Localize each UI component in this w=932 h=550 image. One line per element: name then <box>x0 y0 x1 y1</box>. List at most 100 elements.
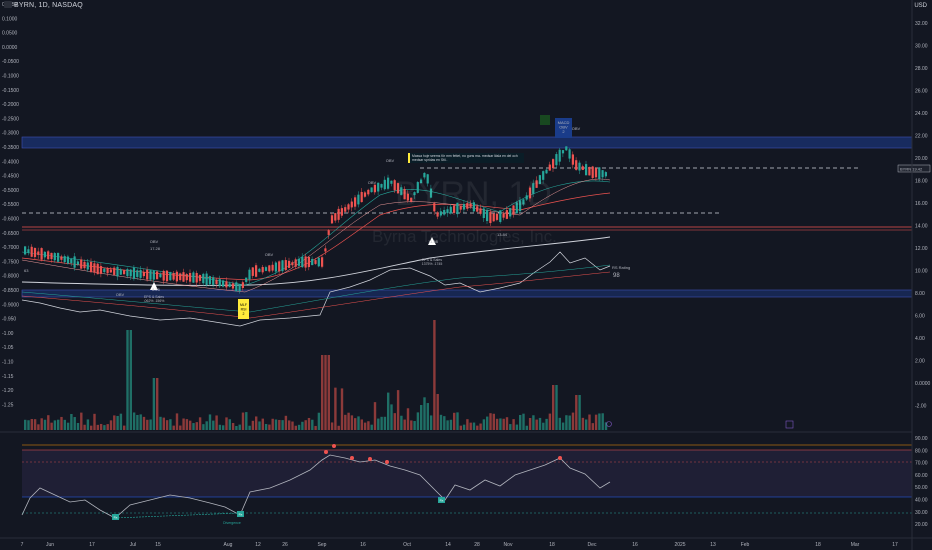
candle-body <box>182 272 185 282</box>
candle-body <box>601 170 604 178</box>
volume-bar <box>538 417 542 430</box>
macd-label: MACD OBV 2 <box>558 120 570 134</box>
right-axis-tick: 30.00 <box>915 44 928 50</box>
candle-body <box>245 277 248 283</box>
candle-body <box>40 248 43 260</box>
candle-body <box>354 197 357 207</box>
volume-bar <box>410 420 413 430</box>
candle-body <box>482 208 485 219</box>
candle-body <box>271 264 274 271</box>
candle-body <box>598 167 601 180</box>
rsi-dot-2 <box>332 444 336 448</box>
volume-bar <box>439 414 443 430</box>
candle-body <box>406 193 409 201</box>
volume-bar <box>509 424 512 430</box>
candle-body <box>136 270 139 277</box>
volume-bar <box>512 419 515 430</box>
candle-body <box>218 279 221 287</box>
volume-bar <box>129 330 132 430</box>
candle-body <box>37 251 40 255</box>
pane-marker-circle[interactable] <box>606 421 612 427</box>
rs-rating-label: RS Rating <box>612 265 630 270</box>
candle-body <box>459 205 462 210</box>
volume-bar <box>532 415 535 430</box>
volume-bar <box>330 422 334 430</box>
rsi-badge-1 <box>112 514 119 520</box>
volume-bar <box>429 415 433 430</box>
left-axis-tick: -0.6000 <box>2 217 19 223</box>
left-axis-tick: -0.3500 <box>2 145 19 151</box>
volume-bar <box>462 424 466 430</box>
volume-bar <box>344 414 347 430</box>
volume-bar <box>274 419 278 430</box>
volume-bar <box>324 355 327 430</box>
candle-body <box>377 182 380 192</box>
candle-body <box>350 201 353 208</box>
volume-bar <box>426 403 429 430</box>
rsi-dot-3 <box>350 456 354 460</box>
volume-bar <box>390 404 393 430</box>
candle-body <box>241 282 244 288</box>
volume-bar <box>30 419 33 430</box>
volume-bar <box>202 424 205 430</box>
volume-bar <box>360 419 363 430</box>
right-axis-tick: 18.00 <box>915 179 928 185</box>
candle-body <box>281 260 284 272</box>
candle-body <box>522 199 525 205</box>
candle-body <box>268 265 271 272</box>
candle-body <box>185 274 188 281</box>
obv-label-4: OBV <box>368 180 377 185</box>
time-axis-tick: 14 <box>445 542 451 548</box>
candle-body <box>198 274 202 281</box>
volume-bar <box>235 425 238 430</box>
eps-value-2: 1375% .1745 <box>422 262 443 266</box>
volume-bar <box>499 418 502 430</box>
rsi-axis[interactable]: 90.00 80.00 70.00 60.00 50.00 40.00 30.00 20.00 <box>915 436 928 528</box>
left-axis[interactable]: 0.10500.10000.05000.0000-0.0500-0.1000-0… <box>2 2 19 408</box>
candle-body <box>555 154 558 166</box>
time-axis-tick: Mar <box>851 542 860 548</box>
volume-bar <box>542 422 545 430</box>
volume-bar <box>528 417 532 430</box>
volume-bar <box>476 425 479 430</box>
candle-body <box>86 262 89 270</box>
pane-marker-box[interactable] <box>785 420 794 429</box>
volume-bar <box>66 422 70 430</box>
volume-bar <box>76 422 80 430</box>
left-axis-tick: -0.9000 <box>2 302 19 308</box>
volume-bar <box>492 413 495 430</box>
volume-bar <box>307 417 311 430</box>
volume-bar <box>416 412 420 430</box>
symbol-title: BYRN, 1D, NASDAQ <box>14 2 83 9</box>
candle-body <box>486 209 489 222</box>
volume-bar <box>585 419 588 430</box>
volume-bar <box>24 419 27 430</box>
candle-body <box>83 261 86 269</box>
left-axis-tick: -0.8500 <box>2 288 19 294</box>
volume-bar <box>472 422 476 430</box>
chart-header[interactable]: BYRN, 1D, NASDAQ <box>4 1 83 9</box>
candle-body <box>76 261 79 265</box>
rsi-axis-tick: 40.00 <box>915 498 928 504</box>
candle-body <box>73 256 76 268</box>
candle-body <box>146 269 149 280</box>
volume-bar <box>297 424 301 430</box>
candle-body <box>129 269 132 277</box>
time-axis-tick: Jun <box>46 542 54 548</box>
volume-bar <box>363 422 367 430</box>
left-axis-tick: -1.00 <box>2 331 14 337</box>
time-axis[interactable]: 7 Jun 17 Jul 15 Aug 12 26 Sep 16 Oct 14 28 Nov 18 Dec 16… <box>21 542 898 548</box>
earnings-triangle-2 <box>428 237 436 245</box>
candle-body <box>175 271 178 282</box>
right-axis[interactable]: 32.00 30.00 28.00 26.00 24.00 22.00 20.00 18.00… <box>915 21 931 410</box>
annotation-note[interactable]: Massa hoje seems för mm fettet, no guns … <box>408 153 524 164</box>
candle-body <box>439 211 442 216</box>
volume-bar <box>136 414 139 430</box>
symbol-flag-icon <box>4 1 12 8</box>
left-axis-tick: -0.0500 <box>2 59 19 65</box>
candle-body <box>301 256 304 268</box>
volume-bar <box>370 424 373 430</box>
left-axis-tick: -0.2000 <box>2 102 19 108</box>
candle-body <box>453 205 456 213</box>
